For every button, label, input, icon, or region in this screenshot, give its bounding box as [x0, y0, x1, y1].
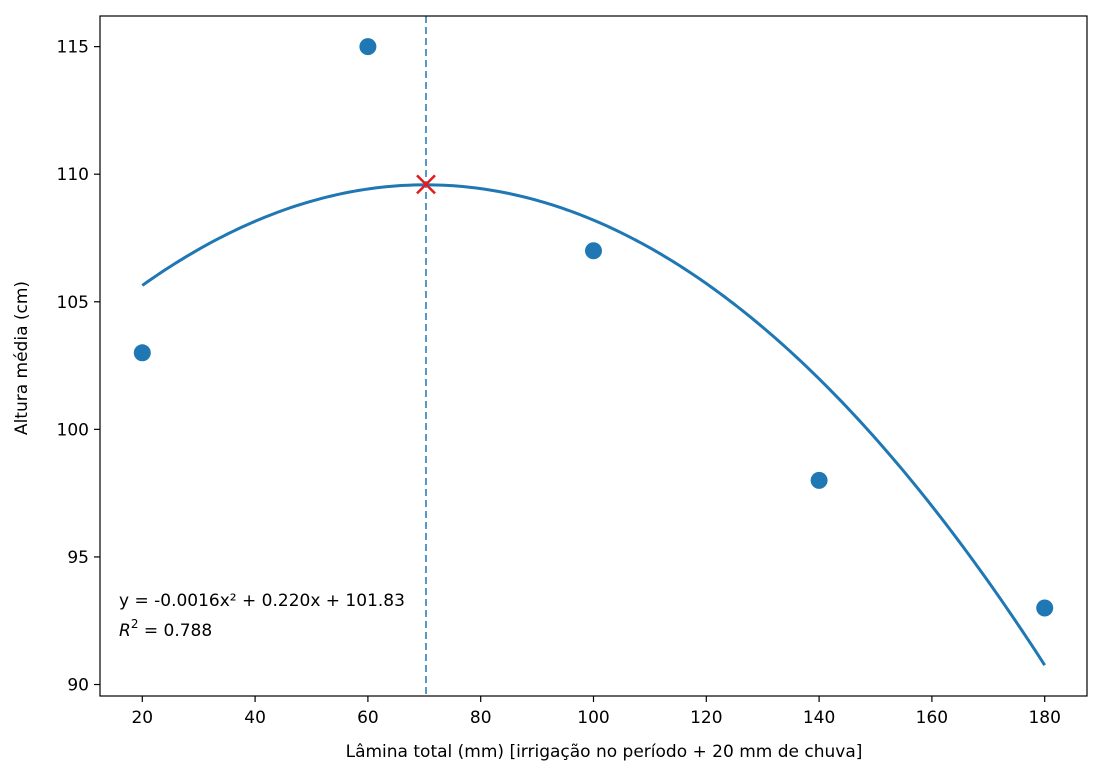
- data-point: [810, 471, 828, 489]
- data-point: [1036, 599, 1054, 617]
- x-tick-label: 20: [131, 708, 153, 728]
- data-point: [359, 38, 377, 56]
- r2-value: = 0.788: [138, 621, 212, 641]
- optimum-marker: [416, 174, 436, 195]
- y-axis: 90 95 100 105 110 115: [57, 38, 100, 696]
- r2-exponent: 2: [131, 617, 139, 631]
- x-tick-label: 120: [690, 708, 722, 728]
- plot-area: [100, 16, 1087, 696]
- x-tick-label: 100: [577, 708, 609, 728]
- y-tick-label: 100: [57, 420, 89, 440]
- y-axis-label: Altura média (cm): [12, 281, 32, 435]
- r2-annotation: R2 = 0.788: [119, 617, 212, 641]
- data-point: [133, 344, 151, 362]
- y-tick-label: 90: [67, 676, 89, 696]
- equation-annotation: y = -0.0016x² + 0.220x + 101.83: [119, 591, 405, 611]
- y-tick-label: 110: [57, 165, 89, 185]
- data-point: [585, 242, 602, 260]
- y-tick-label: 115: [57, 38, 89, 58]
- x-tick-label: 80: [470, 708, 492, 728]
- x-tick-label: 40: [244, 708, 266, 728]
- y-tick-label: 95: [67, 548, 89, 568]
- fit-curve: [141, 183, 1046, 666]
- x-tick-label: 160: [916, 708, 948, 728]
- marks: [133, 16, 1054, 696]
- x-tick-label: 140: [803, 708, 835, 728]
- x-tick-label: 60: [357, 708, 379, 728]
- r2-symbol: R: [119, 621, 131, 641]
- x-axis-label: Lâmina total (mm) [irrigação no período …: [346, 742, 863, 762]
- x-tick-label: 180: [1028, 708, 1060, 728]
- x-axis: 20 40 60 80 100 120 140 160 180: [131, 696, 1061, 728]
- y-tick-label: 105: [57, 293, 89, 313]
- optimum-marker-stroke: [416, 174, 436, 195]
